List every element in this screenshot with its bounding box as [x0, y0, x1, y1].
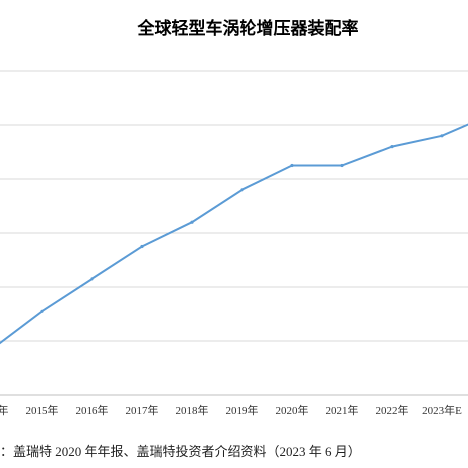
- series-group: [0, 123, 468, 345]
- series-line: [0, 123, 468, 345]
- x-tick-label: 2023年E: [422, 403, 462, 417]
- data-point: [90, 277, 94, 281]
- data-point: [190, 220, 194, 224]
- x-tick-label: 2022年: [376, 403, 409, 417]
- x-tick-label: 2019年: [226, 403, 259, 417]
- x-tick-labels: 2014年 2015年 2016年 2017年 2018年 2019年 2020年 2021年…: [0, 403, 462, 417]
- x-tick-label: 2020年: [276, 403, 309, 417]
- x-tick-label: 2016年: [76, 403, 109, 417]
- data-point: [40, 309, 44, 313]
- x-tick-label: 2014年: [0, 403, 9, 417]
- source-note: 数据来源：盖瑞特 2020 年年报、盖瑞特投资者介绍资料（2023 年 6 月）: [0, 444, 361, 459]
- x-tick-label: 2018年: [176, 403, 209, 417]
- data-point: [390, 145, 394, 149]
- gridlines: [0, 70, 468, 342]
- x-tick-label: 2021年: [326, 403, 359, 417]
- data-point: [140, 244, 144, 249]
- data-point: [290, 163, 294, 168]
- data-point: [440, 134, 444, 138]
- data-point: [240, 188, 244, 192]
- x-tick-label: 2015年: [26, 403, 59, 417]
- chart-title: 全球轻型车涡轮增压器装配率: [137, 18, 359, 39]
- x-tick-label: 2017年: [126, 403, 159, 417]
- data-point: [340, 163, 344, 168]
